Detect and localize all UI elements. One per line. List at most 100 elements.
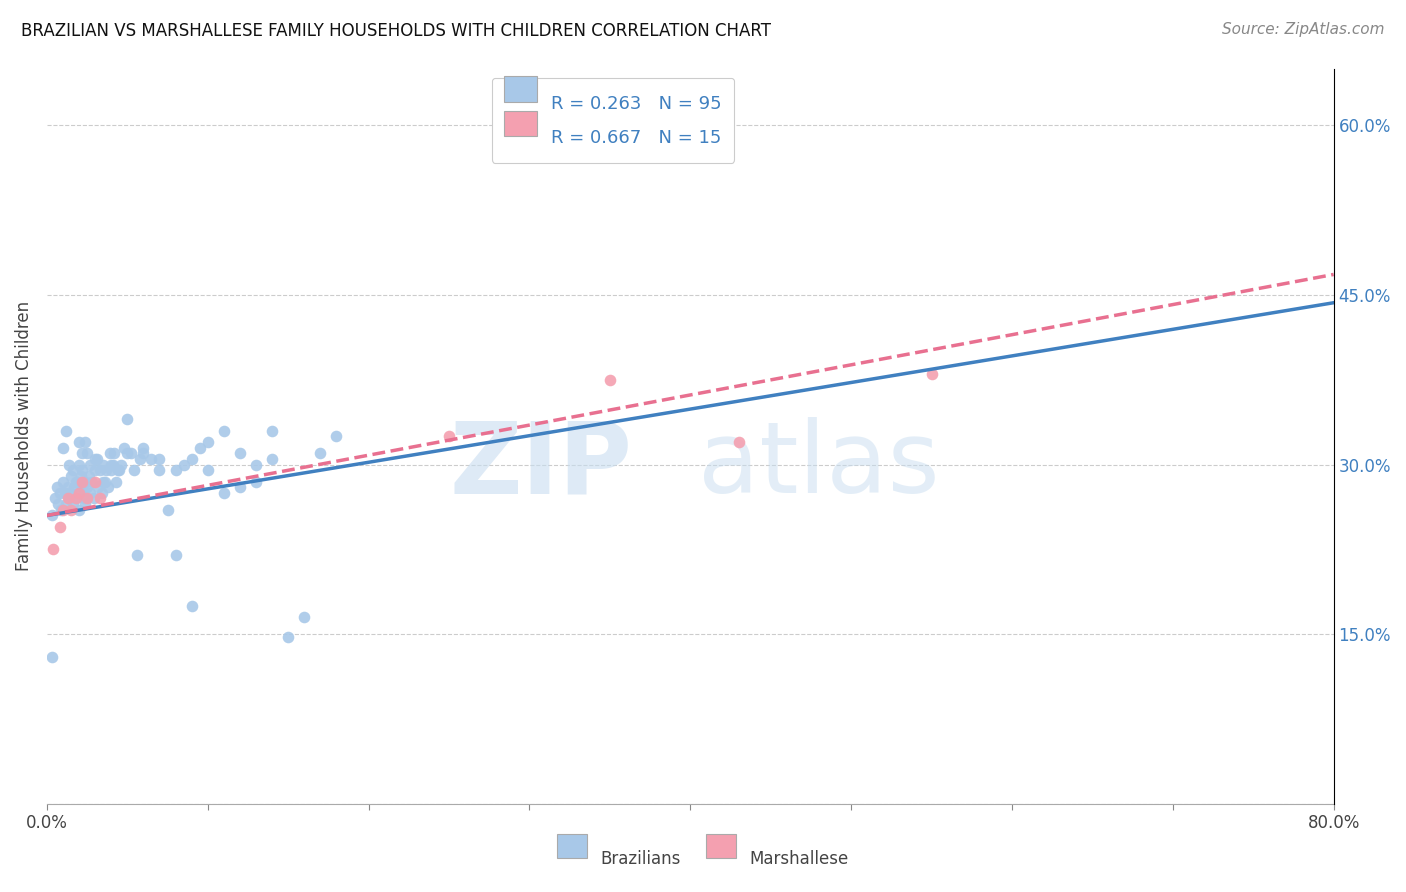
Point	[107, 463, 129, 477]
Point	[69, 468, 91, 483]
Point	[56, 480, 79, 494]
Point	[100, 463, 122, 477]
Point	[67, 434, 90, 449]
Point	[212, 424, 235, 438]
Point	[56, 491, 79, 506]
Point	[63, 480, 86, 494]
Point	[165, 463, 187, 477]
Point	[180, 451, 202, 466]
Point	[105, 475, 128, 489]
Point	[141, 451, 163, 466]
Point	[156, 503, 179, 517]
Point	[83, 491, 105, 506]
Point	[229, 480, 252, 494]
Point	[44, 491, 66, 506]
Text: ZIP: ZIP	[450, 417, 633, 514]
Point	[72, 446, 94, 460]
Point	[76, 491, 98, 506]
Point	[49, 520, 72, 534]
Y-axis label: Family Households with Children: Family Households with Children	[15, 301, 32, 571]
Point	[132, 441, 155, 455]
Point	[75, 475, 97, 489]
Point	[120, 446, 142, 460]
Point	[89, 491, 111, 506]
Point	[148, 451, 170, 466]
Point	[60, 485, 83, 500]
Point	[112, 441, 135, 455]
Point	[165, 548, 187, 562]
Point	[87, 480, 110, 494]
Point	[65, 491, 87, 506]
Point	[245, 475, 267, 489]
Point	[80, 475, 103, 489]
Point	[45, 480, 67, 494]
Text: Source: ZipAtlas.com: Source: ZipAtlas.com	[1222, 22, 1385, 37]
Point	[67, 503, 90, 517]
Point	[292, 610, 315, 624]
Legend: Brazilians, Marshallese: Brazilians, Marshallese	[548, 839, 858, 880]
Point	[65, 491, 87, 506]
Point	[325, 429, 347, 443]
Point	[52, 503, 75, 517]
Text: BRAZILIAN VS MARSHALLESE FAMILY HOUSEHOLDS WITH CHILDREN CORRELATION CHART: BRAZILIAN VS MARSHALLESE FAMILY HOUSEHOL…	[21, 22, 770, 40]
Point	[49, 485, 72, 500]
Point	[66, 475, 89, 489]
Point	[727, 434, 749, 449]
Point	[60, 468, 83, 483]
Point	[62, 463, 84, 477]
Point	[75, 497, 97, 511]
Text: atlas: atlas	[699, 417, 939, 514]
Point	[245, 458, 267, 472]
Point	[94, 475, 117, 489]
Point	[90, 485, 112, 500]
Point	[197, 434, 219, 449]
Point	[52, 475, 75, 489]
Point	[79, 458, 101, 472]
Point	[41, 649, 63, 664]
Point	[212, 485, 235, 500]
Point	[277, 630, 299, 644]
Point	[309, 446, 332, 460]
Point	[41, 508, 63, 523]
Point	[98, 446, 121, 460]
Point	[53, 485, 76, 500]
Point	[67, 485, 90, 500]
Point	[262, 451, 284, 466]
Point	[72, 475, 94, 489]
Point	[96, 463, 118, 477]
Point	[103, 446, 125, 460]
Point	[84, 475, 107, 489]
Point	[86, 451, 108, 466]
Point	[67, 485, 90, 500]
Point	[72, 480, 94, 494]
Point	[89, 463, 111, 477]
Point	[42, 542, 65, 557]
Point	[132, 446, 155, 460]
Point	[73, 491, 96, 506]
Point	[52, 441, 75, 455]
Point	[58, 491, 80, 506]
Point	[79, 485, 101, 500]
Point	[129, 451, 152, 466]
Point	[173, 458, 195, 472]
Legend: R = 0.263   N = 95, R = 0.667   N = 15: R = 0.263 N = 95, R = 0.667 N = 15	[492, 78, 734, 163]
Point	[72, 463, 94, 477]
Point	[229, 446, 252, 460]
Point	[67, 458, 90, 472]
Point	[55, 424, 77, 438]
Point	[117, 446, 139, 460]
Point	[65, 475, 87, 489]
Point	[51, 503, 73, 517]
Point	[62, 497, 84, 511]
Point	[100, 458, 122, 472]
Point	[188, 441, 211, 455]
Point	[91, 475, 114, 489]
Point	[76, 480, 98, 494]
Point	[58, 458, 80, 472]
Point	[60, 503, 83, 517]
Point	[108, 463, 131, 477]
Point	[921, 367, 943, 381]
Point	[101, 458, 124, 472]
Point	[117, 412, 139, 426]
Point	[110, 458, 132, 472]
